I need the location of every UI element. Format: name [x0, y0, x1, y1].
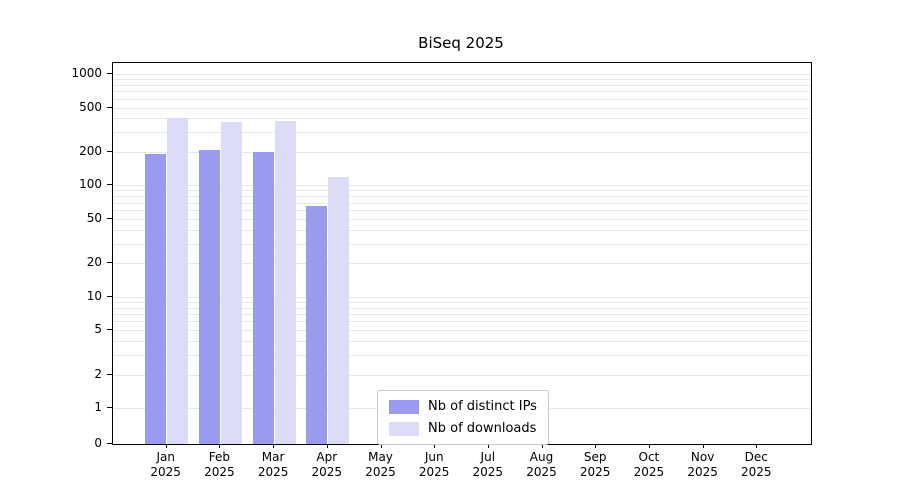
x-axis-tick-label: Feb 2025 — [204, 450, 235, 479]
bar-ips-jan — [145, 154, 167, 444]
y-axis-tick-label: 0 — [94, 436, 102, 450]
y-axis-tick-label: 50 — [86, 210, 102, 225]
legend-swatch-downloads — [389, 421, 419, 436]
x-axis-tick-mark — [702, 444, 704, 448]
y-axis-tick-label: 10 — [86, 288, 102, 303]
x-axis-tick-label: Jun 2025 — [418, 450, 450, 479]
x-axis-tick-mark — [380, 444, 382, 448]
bar-downloads-feb — [220, 122, 242, 444]
gridline — [113, 196, 811, 198]
gridline — [113, 321, 811, 323]
gridline — [113, 151, 811, 153]
gridline — [113, 296, 811, 298]
gridline — [113, 313, 811, 315]
gridline — [113, 190, 811, 192]
gridline — [113, 307, 811, 309]
bar-ips-apr — [306, 206, 328, 444]
x-axis-tick-mark — [434, 444, 436, 448]
gridline — [113, 229, 811, 231]
gridline — [113, 79, 811, 81]
x-axis-tick-mark — [648, 444, 650, 448]
y-axis-tick-mark — [107, 329, 112, 331]
gridline — [113, 107, 811, 109]
bar-downloads-jan — [167, 118, 189, 444]
y-axis-tick-label: 1 — [94, 400, 102, 414]
gridline — [113, 218, 811, 220]
x-axis-tick-mark — [541, 444, 543, 448]
y-axis-tick-label: 2 — [94, 366, 102, 381]
y-axis-tick-mark — [107, 217, 112, 219]
y-axis-tick-label: 5 — [94, 322, 102, 337]
x-axis-tick-mark — [219, 444, 221, 448]
legend-swatch-ips — [389, 399, 419, 414]
x-axis-tick-mark — [595, 444, 597, 448]
plot-area: Nb of distinct IPs Nb of downloads — [112, 62, 812, 445]
gridline — [113, 202, 811, 204]
bar-ips-mar — [252, 151, 274, 444]
legend-item-ips: Nb of distinct IPs — [389, 399, 537, 414]
legend-label-downloads: Nb of downloads — [428, 421, 537, 436]
gridline — [113, 132, 811, 134]
y-axis-tick-mark — [107, 407, 112, 408]
y-axis-tick-mark — [107, 106, 112, 108]
gridline — [113, 118, 811, 120]
gridline — [113, 301, 811, 303]
legend-item-downloads: Nb of downloads — [389, 421, 537, 436]
gridline — [113, 330, 811, 332]
x-axis-tick-mark — [165, 444, 167, 448]
bar-downloads-mar — [274, 121, 296, 444]
x-axis-tick-label: Jul 2025 — [472, 450, 504, 479]
x-axis-tick-label: Jan 2025 — [150, 450, 181, 479]
y-axis-tick-label: 500 — [79, 99, 102, 114]
y-axis-tick-mark — [107, 184, 112, 186]
gridline — [113, 74, 811, 75]
x-axis-tick-mark — [756, 444, 758, 448]
gridline — [113, 354, 811, 356]
y-axis-tick-label: 200 — [79, 143, 102, 158]
y-axis-tick-mark — [107, 150, 112, 152]
y-axis-tick-mark — [107, 373, 112, 375]
x-axis-tick-label: Dec 2025 — [741, 450, 772, 479]
y-axis-tick-mark — [107, 73, 112, 74]
gridline — [113, 341, 811, 342]
gridline — [113, 91, 811, 93]
y-axis-tick-label: 20 — [86, 255, 102, 270]
x-axis-tick-label: Sep 2025 — [579, 450, 611, 479]
x-axis-tick-mark — [487, 444, 489, 448]
x-axis-tick-label: May 2025 — [365, 450, 396, 479]
x-axis-tick-label: Apr 2025 — [311, 450, 343, 479]
x-axis-tick-mark — [273, 444, 275, 448]
y-axis-tick-mark — [107, 295, 112, 297]
gridline — [113, 185, 811, 187]
legend: Nb of distinct IPs Nb of downloads — [377, 390, 549, 445]
bar-ips-feb — [198, 149, 220, 444]
gridline — [113, 84, 811, 86]
legend-label-ips: Nb of distinct IPs — [428, 399, 537, 414]
gridline — [113, 98, 811, 100]
chart-title: BiSeq 2025 — [418, 34, 504, 52]
x-axis-tick-label: Nov 2025 — [687, 450, 718, 479]
x-axis-tick-label: Aug 2025 — [526, 450, 557, 479]
y-axis-tick-mark — [107, 262, 112, 264]
bar-downloads-apr — [328, 176, 350, 444]
gridline — [113, 243, 811, 245]
x-axis-tick-mark — [326, 444, 328, 448]
x-axis-tick-label: Oct 2025 — [633, 450, 665, 479]
gridline — [113, 263, 811, 265]
x-axis-tick-label: Mar 2025 — [257, 450, 289, 479]
y-axis-tick-label: 100 — [79, 177, 102, 192]
y-axis-tick-mark — [107, 443, 112, 444]
y-axis-tick-label: 1000 — [71, 66, 102, 80]
gridline — [113, 374, 811, 376]
gridline — [113, 210, 811, 211]
